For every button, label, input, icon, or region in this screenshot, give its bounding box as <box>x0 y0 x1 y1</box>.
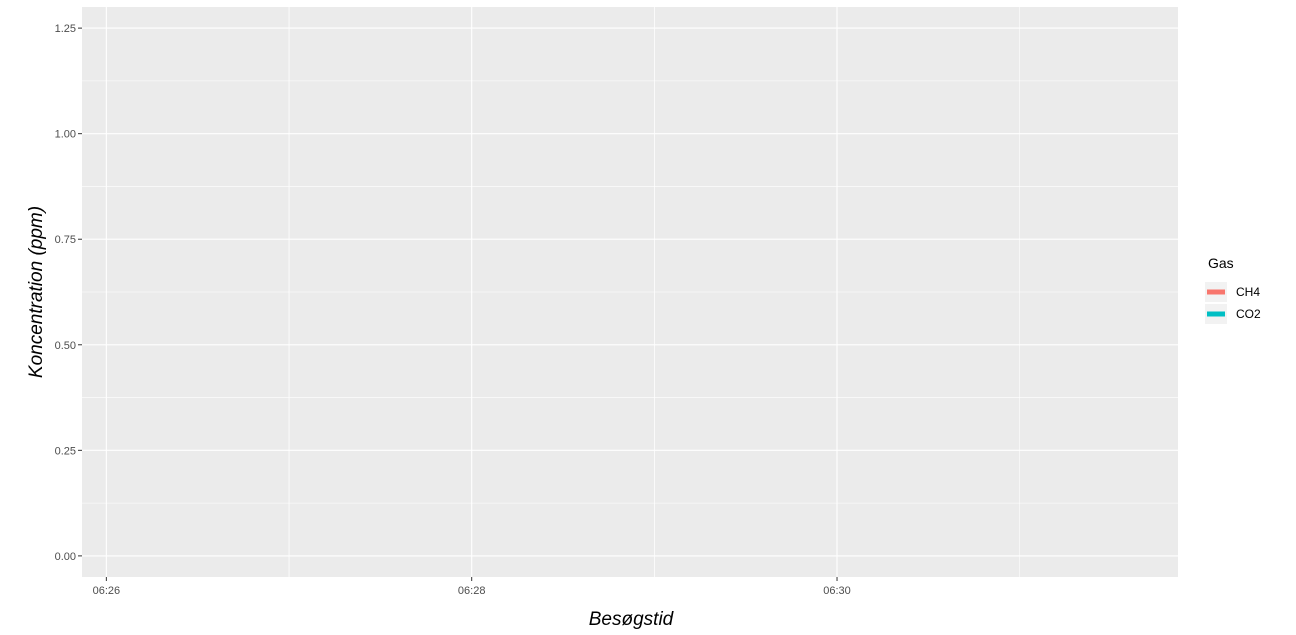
y-tick-label: 0.00 <box>55 551 76 563</box>
x-axis: 06:26 06:28 06:30 <box>93 577 851 597</box>
legend-label-co2: CO2 <box>1236 307 1261 321</box>
y-axis: 0.00 0.25 0.50 0.75 1.00 1.25 <box>55 23 82 563</box>
legend-title: Gas <box>1208 255 1234 271</box>
y-tick-label: 1.00 <box>55 129 76 141</box>
grid-major <box>82 7 1178 577</box>
y-tick-label: 0.50 <box>55 340 76 352</box>
x-tick-label: 06:26 <box>93 585 121 597</box>
x-tick-label: 06:30 <box>823 585 851 597</box>
legend-label-ch4: CH4 <box>1236 285 1260 299</box>
x-axis-title: Besøgstid <box>589 609 675 630</box>
legend: Gas CH4 CO2 <box>1205 255 1261 324</box>
x-tick-label: 06:28 <box>458 585 486 597</box>
y-tick-label: 0.75 <box>55 234 76 246</box>
y-axis-title: Koncentration (ppm) <box>26 206 47 378</box>
y-tick-label: 1.25 <box>55 23 76 35</box>
y-tick-label: 0.25 <box>55 445 76 457</box>
grid-minor <box>82 7 1178 577</box>
